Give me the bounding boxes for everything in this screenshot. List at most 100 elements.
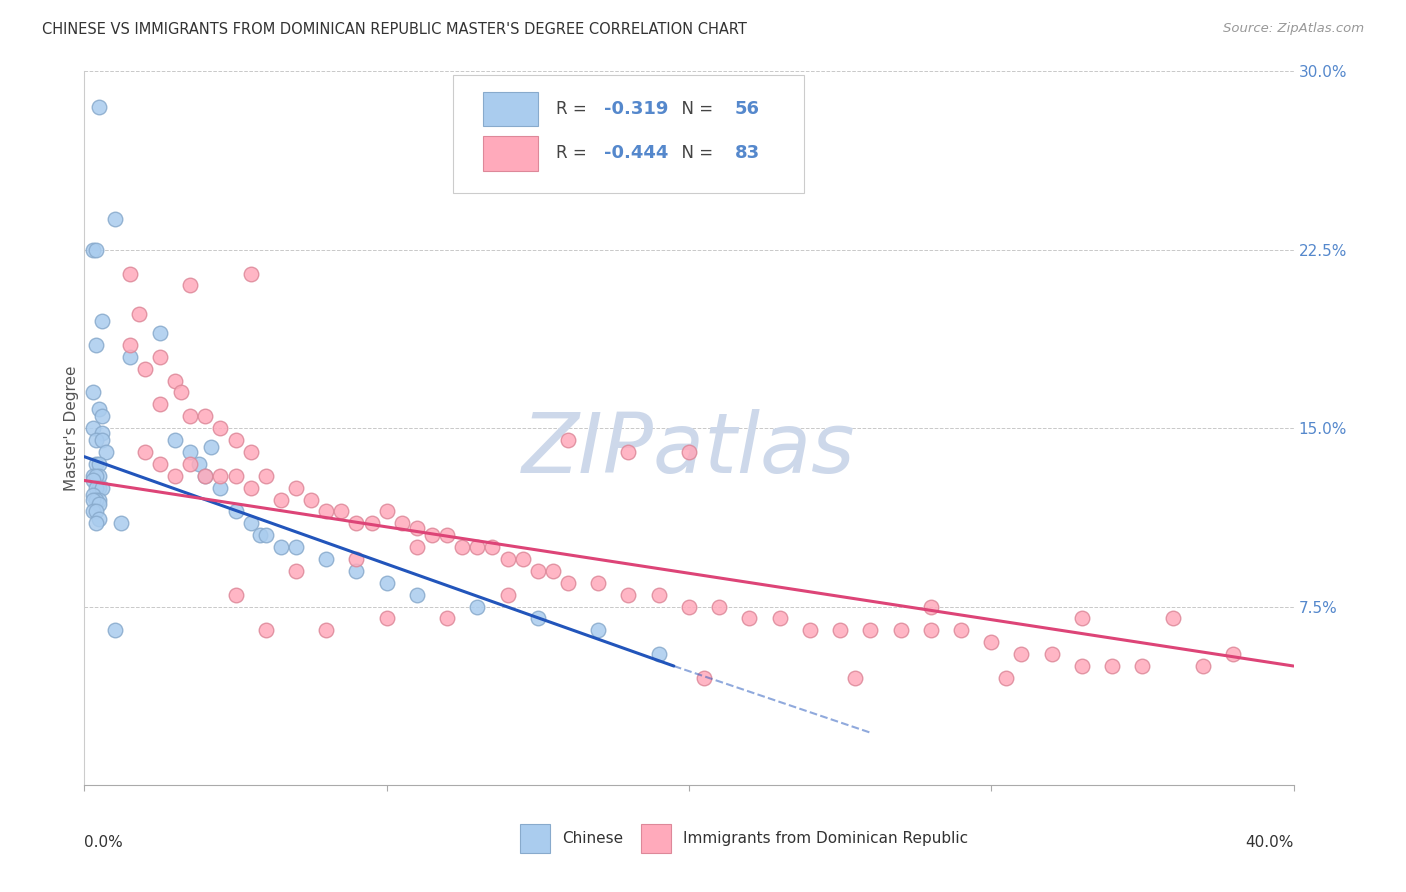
- Point: [527, 611, 550, 625]
- Point: [1101, 659, 1123, 673]
- Point: [194, 468, 217, 483]
- Point: [481, 540, 503, 554]
- Point: [179, 409, 201, 424]
- FancyBboxPatch shape: [453, 75, 804, 193]
- Point: [82, 421, 104, 435]
- Point: [91, 314, 114, 328]
- Point: [496, 588, 519, 602]
- FancyBboxPatch shape: [641, 824, 671, 853]
- Point: [89, 481, 111, 495]
- Point: [89, 402, 111, 417]
- Point: [315, 552, 337, 566]
- Point: [104, 211, 127, 226]
- Point: [86, 492, 108, 507]
- Y-axis label: Master's Degree: Master's Degree: [63, 366, 79, 491]
- Point: [769, 611, 792, 625]
- Point: [225, 468, 247, 483]
- Point: [91, 433, 114, 447]
- Point: [709, 599, 731, 614]
- FancyBboxPatch shape: [520, 824, 550, 853]
- Point: [1040, 647, 1063, 661]
- Point: [799, 624, 821, 638]
- Point: [406, 521, 429, 535]
- Point: [557, 433, 579, 447]
- Point: [617, 588, 640, 602]
- Point: [82, 243, 104, 257]
- Point: [239, 267, 262, 281]
- Point: [118, 267, 141, 281]
- Text: Chinese: Chinese: [562, 831, 623, 846]
- Point: [950, 624, 973, 638]
- Point: [179, 445, 201, 459]
- Point: [285, 481, 308, 495]
- Point: [360, 516, 382, 531]
- Point: [890, 624, 912, 638]
- Point: [82, 504, 104, 518]
- Point: [91, 481, 114, 495]
- Point: [86, 433, 108, 447]
- Text: N =: N =: [671, 145, 718, 162]
- Point: [391, 516, 413, 531]
- Point: [104, 624, 127, 638]
- Text: 83: 83: [735, 145, 761, 162]
- Point: [496, 552, 519, 566]
- Point: [91, 425, 114, 440]
- Point: [420, 528, 443, 542]
- Point: [648, 647, 671, 661]
- Point: [375, 504, 398, 518]
- Point: [149, 350, 172, 364]
- Point: [541, 564, 564, 578]
- Point: [1011, 647, 1033, 661]
- Point: [239, 481, 262, 495]
- Point: [285, 540, 308, 554]
- Point: [859, 624, 882, 638]
- Point: [285, 564, 308, 578]
- Point: [82, 492, 104, 507]
- Text: ZIPatlas: ZIPatlas: [522, 409, 856, 490]
- Point: [1071, 611, 1094, 625]
- Point: [86, 243, 108, 257]
- Point: [588, 575, 610, 590]
- Point: [82, 488, 104, 502]
- Point: [110, 516, 132, 531]
- Point: [86, 457, 108, 471]
- Text: Source: ZipAtlas.com: Source: ZipAtlas.com: [1223, 22, 1364, 36]
- Text: R =: R =: [555, 100, 592, 118]
- Point: [209, 468, 232, 483]
- Text: 56: 56: [735, 100, 759, 118]
- FancyBboxPatch shape: [484, 136, 538, 170]
- FancyBboxPatch shape: [484, 92, 538, 127]
- Point: [920, 599, 942, 614]
- Point: [330, 504, 353, 518]
- Point: [270, 540, 292, 554]
- Point: [406, 588, 429, 602]
- Point: [346, 552, 368, 566]
- Point: [179, 457, 201, 471]
- Point: [315, 504, 337, 518]
- Text: -0.444: -0.444: [605, 145, 669, 162]
- Point: [346, 564, 368, 578]
- Point: [617, 445, 640, 459]
- Point: [225, 433, 247, 447]
- Point: [149, 457, 172, 471]
- Point: [165, 433, 187, 447]
- Point: [254, 468, 277, 483]
- Point: [225, 504, 247, 518]
- Point: [436, 528, 458, 542]
- Point: [194, 468, 217, 483]
- Point: [1161, 611, 1184, 625]
- Point: [406, 540, 429, 554]
- Point: [128, 307, 150, 321]
- Point: [89, 511, 111, 525]
- Text: CHINESE VS IMMIGRANTS FROM DOMINICAN REPUBLIC MASTER'S DEGREE CORRELATION CHART: CHINESE VS IMMIGRANTS FROM DOMINICAN REP…: [42, 22, 747, 37]
- Point: [170, 385, 193, 400]
- Point: [436, 611, 458, 625]
- Point: [209, 481, 232, 495]
- Point: [118, 350, 141, 364]
- Point: [89, 497, 111, 511]
- Point: [1222, 647, 1244, 661]
- Point: [165, 468, 187, 483]
- Point: [239, 445, 262, 459]
- Point: [86, 504, 108, 518]
- Point: [648, 588, 671, 602]
